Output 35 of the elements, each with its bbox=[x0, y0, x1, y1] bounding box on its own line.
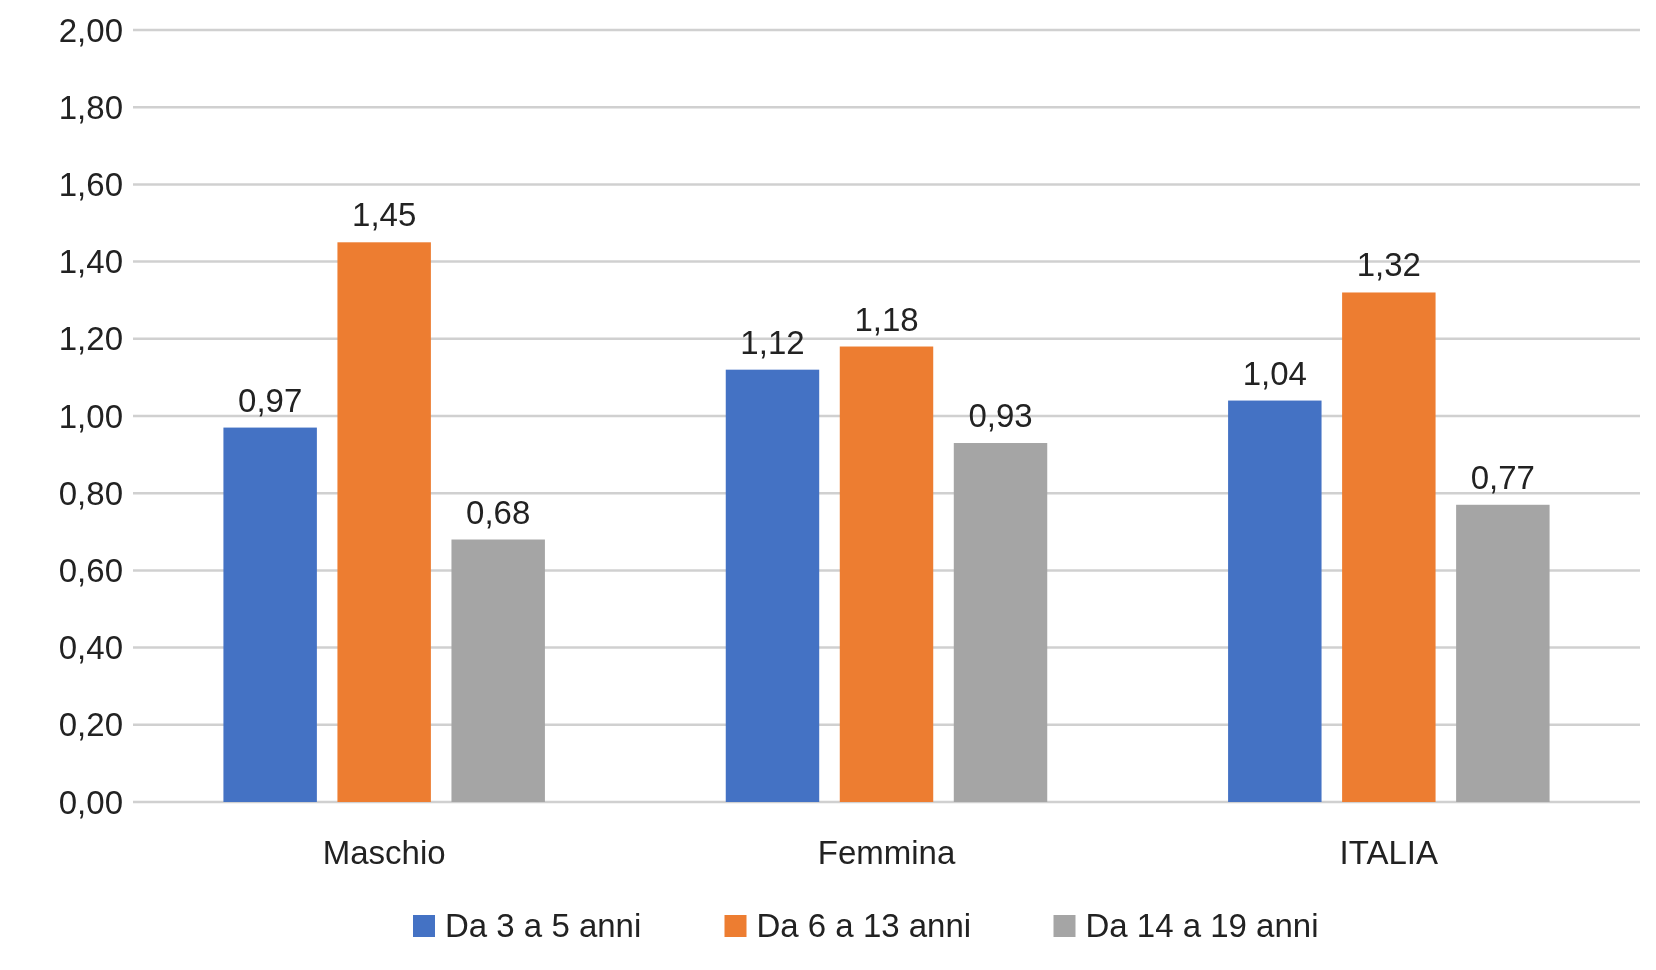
bar bbox=[223, 427, 317, 802]
data-label: 1,04 bbox=[1242, 354, 1307, 392]
y-tick-label: 0,20 bbox=[58, 706, 123, 744]
data-label: 1,32 bbox=[1356, 246, 1421, 284]
y-tick-label: 0,40 bbox=[58, 629, 123, 667]
data-label: 1,18 bbox=[854, 300, 919, 338]
y-tick-label: 1,60 bbox=[58, 165, 123, 203]
x-tick-label: Maschio bbox=[322, 834, 446, 871]
data-label: 0,68 bbox=[466, 493, 531, 531]
bar bbox=[953, 443, 1048, 802]
data-label: 1,12 bbox=[740, 323, 805, 361]
bar bbox=[1228, 400, 1322, 802]
y-tick-label: 1,40 bbox=[58, 243, 123, 281]
bar bbox=[1342, 292, 1436, 802]
data-label: 0,97 bbox=[238, 381, 303, 419]
y-tick-label: 1,00 bbox=[58, 397, 123, 435]
data-label: 0,77 bbox=[1470, 458, 1535, 496]
y-tick-label: 1,80 bbox=[58, 88, 123, 126]
data-label: 0,93 bbox=[968, 397, 1033, 435]
x-tick-label: ITALIA bbox=[1339, 834, 1439, 871]
y-tick-label: 2,00 bbox=[58, 11, 123, 49]
data-label: 1,45 bbox=[352, 196, 417, 234]
x-tick-label: Femmina bbox=[817, 834, 956, 871]
y-tick-label: 0,00 bbox=[58, 783, 123, 821]
legend-label: Da 3 a 5 anni bbox=[445, 907, 642, 944]
bar bbox=[337, 242, 431, 802]
y-tick-label: 0,60 bbox=[58, 551, 123, 589]
legend-label: Da 6 a 13 anni bbox=[756, 907, 972, 944]
bar bbox=[1456, 504, 1550, 802]
bar bbox=[451, 539, 545, 802]
bar bbox=[725, 369, 820, 802]
legend-label: Da 14 a 19 anni bbox=[1085, 907, 1319, 944]
y-tick-label: 0,80 bbox=[58, 474, 123, 512]
bar bbox=[839, 346, 934, 802]
y-tick-label: 1,20 bbox=[58, 320, 123, 358]
